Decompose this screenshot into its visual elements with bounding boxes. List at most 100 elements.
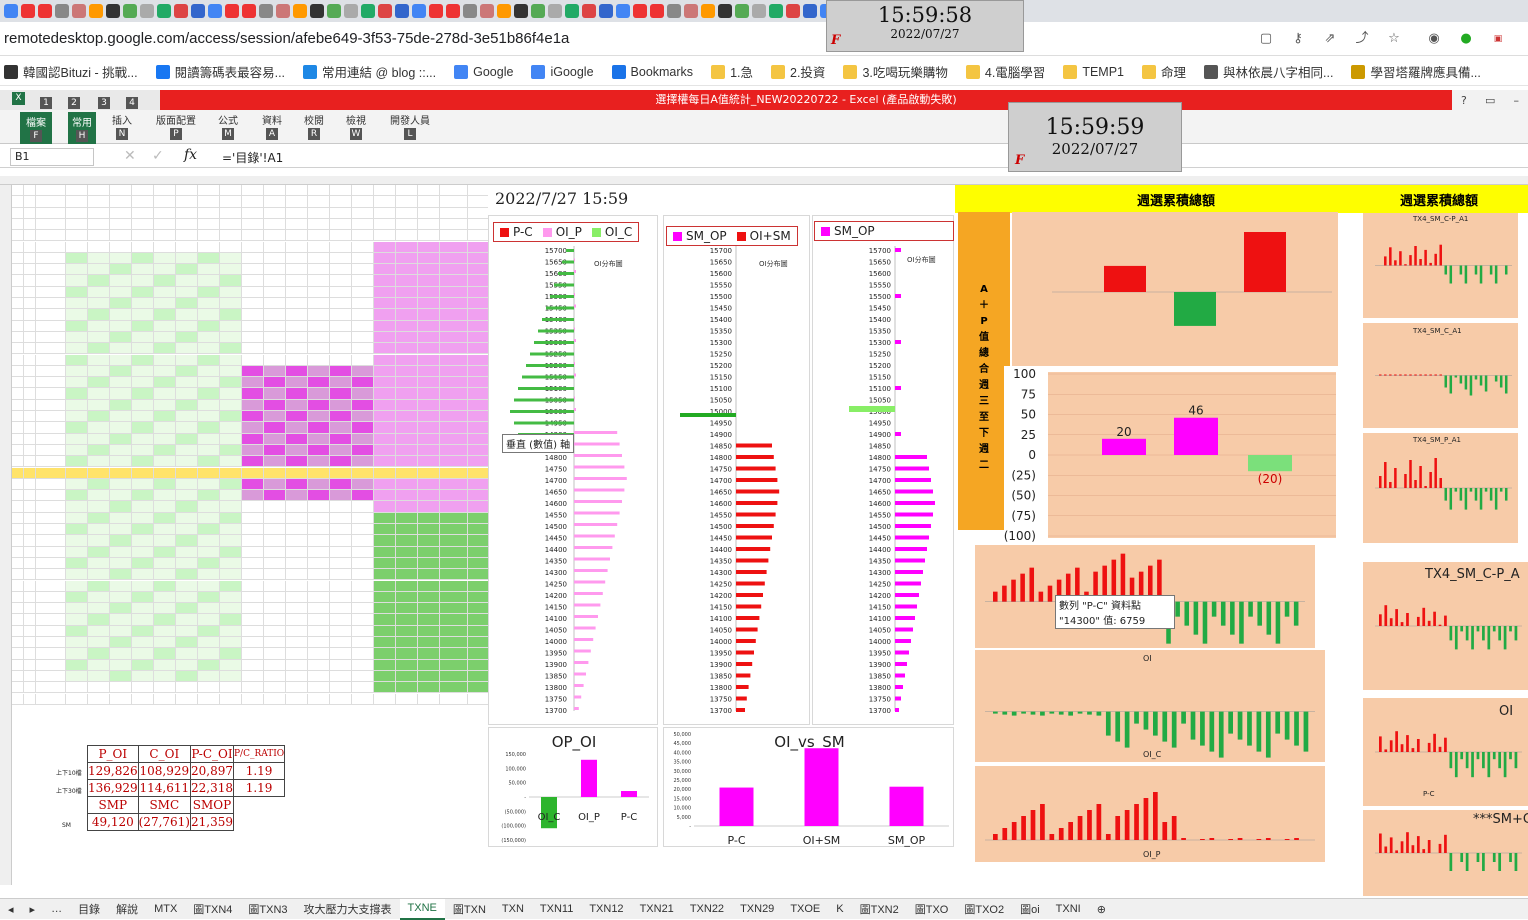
grid-cell[interactable] [242, 478, 264, 491]
grid-cell[interactable] [468, 648, 488, 660]
grid-cell[interactable] [66, 377, 88, 389]
sheet-tab[interactable]: TXN22 [689, 903, 725, 915]
grid-cell[interactable] [132, 331, 154, 344]
grid-cell[interactable] [308, 196, 330, 208]
grid-cell[interactable] [154, 580, 176, 592]
table-row[interactable] [12, 591, 488, 604]
grid-cell[interactable] [352, 388, 374, 400]
grid-cell[interactable] [110, 399, 132, 411]
grid-cell[interactable] [396, 399, 418, 411]
grid-cell[interactable] [374, 670, 396, 683]
grid-cell[interactable] [374, 637, 396, 649]
grid-cell[interactable] [110, 535, 132, 547]
grid-cell[interactable] [110, 433, 132, 445]
grid-cell[interactable] [176, 614, 198, 626]
grid-cell[interactable] [286, 230, 308, 242]
grid-cell[interactable] [88, 591, 110, 604]
table-row[interactable] [12, 230, 488, 242]
grid-cell[interactable] [176, 456, 198, 468]
help-button[interactable]: ? [1461, 93, 1467, 107]
grid-cell[interactable] [176, 422, 198, 434]
grid-cell[interactable] [440, 535, 468, 547]
grid-cell[interactable] [330, 490, 352, 502]
grid-cell[interactable] [176, 365, 198, 378]
grid-cell[interactable] [440, 580, 468, 592]
grid-cell[interactable] [198, 456, 220, 468]
grid-cell[interactable] [374, 591, 396, 604]
grid-cell[interactable] [132, 637, 154, 649]
grid-cell[interactable] [36, 569, 66, 581]
grid-cell[interactable] [110, 309, 132, 321]
grid-cell[interactable] [352, 320, 374, 332]
grid-cell[interactable] [242, 512, 264, 524]
grid-cell[interactable] [154, 637, 176, 649]
grid-cell[interactable] [374, 648, 396, 660]
grid-cell[interactable] [308, 331, 330, 344]
sheet-tab[interactable]: TXN21 [639, 903, 674, 915]
grid-cell[interactable] [418, 557, 440, 570]
browser-tab-favicon[interactable] [191, 4, 205, 18]
sheet-tab[interactable]: TXOE [790, 903, 821, 915]
grid-cell[interactable] [286, 693, 308, 705]
grid-cell[interactable] [88, 625, 110, 637]
sheet-tab[interactable]: 圖TXO [914, 904, 949, 916]
grid-cell[interactable] [308, 354, 330, 366]
grid-cell[interactable] [242, 456, 264, 468]
ribbon-tab[interactable]: 檢視 W [346, 112, 366, 140]
grid-cell[interactable] [132, 377, 154, 389]
grid-cell[interactable] [176, 433, 198, 445]
grid-cell[interactable] [374, 275, 396, 287]
grid-cell[interactable] [220, 320, 242, 332]
grid-cell[interactable] [286, 388, 308, 400]
grid-cell[interactable] [36, 343, 66, 355]
grid-cell[interactable] [66, 591, 88, 604]
grid-cell[interactable] [418, 399, 440, 411]
grid-cell[interactable] [66, 501, 88, 513]
table-row[interactable] [12, 580, 488, 592]
grid-cell[interactable] [330, 275, 352, 287]
grid-cell[interactable] [330, 444, 352, 457]
grid-cell[interactable] [154, 603, 176, 615]
grid-cell[interactable] [176, 298, 198, 310]
table-row[interactable] [12, 377, 488, 389]
a-value-chart[interactable]: 100 75 50 25 0 (25) (50) (75) (100) 20 46 (20) [1004, 366, 1338, 544]
grid-cell[interactable] [374, 196, 396, 208]
table-row[interactable] [12, 524, 488, 536]
grid-cell[interactable] [110, 207, 132, 219]
grid-cell[interactable] [132, 411, 154, 423]
grid-cell[interactable] [198, 411, 220, 423]
sheet-tab[interactable]: 圖TXN3 [248, 904, 288, 916]
grid-cell[interactable] [88, 524, 110, 536]
grid-cell[interactable] [352, 670, 374, 683]
grid-cell[interactable] [286, 343, 308, 355]
grid-cell[interactable] [242, 185, 264, 197]
grid-cell[interactable] [418, 343, 440, 355]
grid-cell[interactable] [154, 693, 176, 705]
grid-cell[interactable] [154, 444, 176, 457]
bookmark-item[interactable]: 2.投資 [771, 62, 825, 81]
grid-cell[interactable] [352, 603, 374, 615]
grid-cell[interactable] [308, 580, 330, 592]
grid-cell[interactable] [36, 524, 66, 536]
browser-tab-favicon[interactable] [548, 4, 562, 18]
grid-cell[interactable] [132, 365, 154, 378]
grid-cell[interactable] [198, 693, 220, 705]
grid-cell[interactable] [12, 264, 24, 276]
grid-cell[interactable] [396, 625, 418, 637]
grid-cell[interactable] [66, 309, 88, 321]
table-row[interactable] [12, 693, 488, 705]
grid-cell[interactable] [36, 670, 66, 683]
ribbon-tab[interactable]: 校閱 R [304, 112, 324, 140]
grid-cell[interactable] [264, 603, 286, 615]
grid-cell[interactable] [352, 557, 374, 570]
grid-cell[interactable] [88, 637, 110, 649]
browser-tab-favicon[interactable] [599, 4, 613, 18]
grid-cell[interactable] [36, 512, 66, 524]
grid-cell[interactable] [330, 320, 352, 332]
oi-distribution-chart-1[interactable]: 1570015650156001555015500154501540015350… [488, 215, 658, 725]
grid-cell[interactable] [286, 648, 308, 660]
grid-cell[interactable] [468, 365, 488, 378]
browser-tab-favicon[interactable] [21, 4, 35, 18]
grid-cell[interactable] [88, 580, 110, 592]
grid-cell[interactable] [154, 399, 176, 411]
